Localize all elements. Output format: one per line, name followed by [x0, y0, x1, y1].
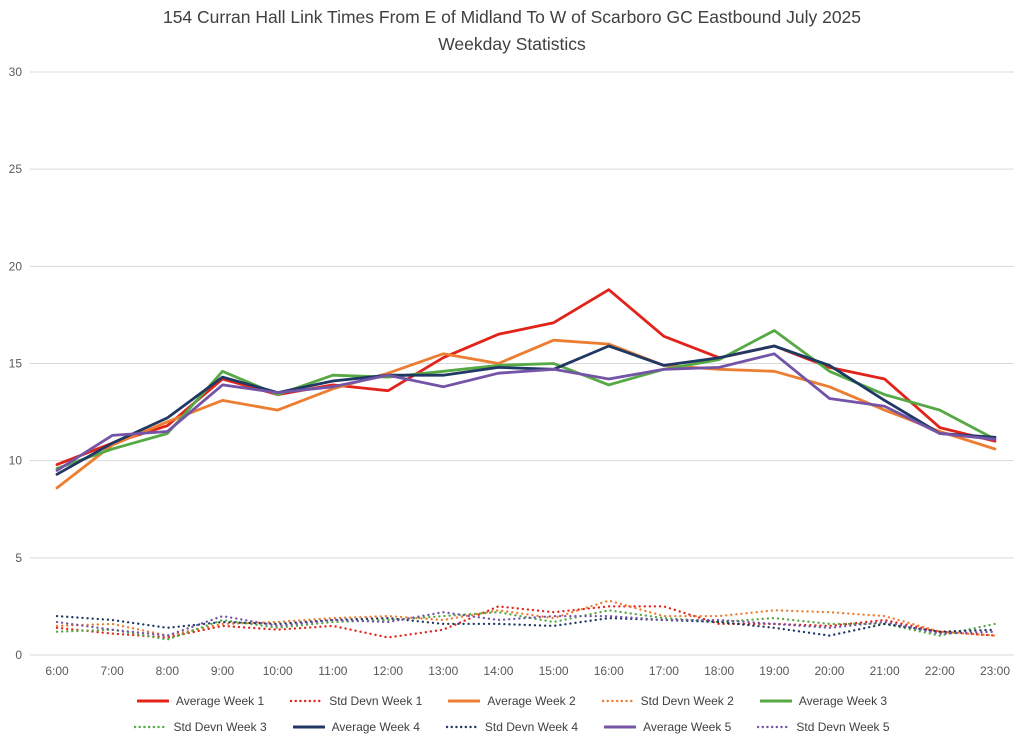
x-tick-label: 9:00 — [211, 664, 235, 678]
legend-item-average-week-3: Average Week 3 — [759, 694, 888, 708]
legend-item-std-devn-week-5: Std Devn Week 5 — [757, 720, 890, 734]
series-average-week-2 — [55, 338, 997, 490]
y-tick-label: 0 — [15, 648, 22, 662]
series-average-week-1 — [55, 288, 997, 467]
legend-item-std-devn-week-1: Std Devn Week 1 — [290, 694, 422, 708]
x-tick-label: 21:00 — [870, 664, 900, 678]
y-tick-label: 25 — [9, 162, 23, 176]
x-tick-label: 17:00 — [649, 664, 679, 678]
x-tick-label: 22:00 — [925, 664, 955, 678]
legend-item-average-week-1: Average Week 1 — [136, 694, 265, 708]
x-tick-label: 10:00 — [263, 664, 293, 678]
legend-label: Average Week 1 — [175, 694, 265, 708]
series-average-week-3 — [55, 329, 997, 470]
solid-line-swatch-icon — [604, 725, 637, 729]
legend-row-1: Average Week 1 Std Devn Week 1 Average Wee… — [0, 694, 1024, 708]
series-std-devn-week-3 — [55, 609, 997, 641]
dotted-line-swatch-icon — [757, 725, 790, 729]
legend-item-average-week-2: Average Week 2 — [448, 694, 576, 708]
legend-label: Average Week 3 — [798, 694, 888, 708]
x-tick-label: 19:00 — [759, 664, 789, 678]
chart-title-line2: Weekday Statistics — [438, 34, 586, 54]
y-tick-label: 30 — [9, 65, 23, 79]
legend-label: Average Week 2 — [487, 694, 576, 708]
x-tick-label: 16:00 — [594, 664, 624, 678]
legend-label: Std Devn Week 3 — [173, 720, 267, 734]
y-tick-label: 10 — [9, 454, 23, 468]
x-tick-label: 23:00 — [980, 664, 1010, 678]
dotted-line-swatch-icon — [445, 725, 478, 729]
legend-row-2: Std Devn Week 3 Average Week 4 Std Devn We… — [0, 720, 1024, 734]
solid-line-swatch-icon — [136, 699, 169, 703]
x-tick-label: 6:00 — [45, 664, 69, 678]
y-tick-label: 15 — [9, 357, 23, 371]
solid-line-swatch-icon — [759, 699, 792, 703]
x-tick-label: 20:00 — [814, 664, 844, 678]
chart-title: 154 Curran Hall Link Times From E of Mid… — [0, 4, 1024, 58]
series-average-week-4 — [55, 344, 997, 476]
solid-line-swatch-icon — [292, 725, 325, 729]
legend-label: Std Devn Week 1 — [329, 694, 423, 708]
legend-label: Average Week 4 — [331, 720, 420, 734]
x-tick-label: 18:00 — [704, 664, 734, 678]
dotted-line-swatch-icon — [290, 699, 323, 703]
series-std-devn-week-1 — [55, 605, 997, 639]
legend-item-average-week-5: Average Week 5 — [604, 720, 731, 734]
series-std-devn-week-2 — [55, 599, 997, 637]
legend-item-std-devn-week-3: Std Devn Week 3 — [134, 720, 267, 734]
x-tick-label: 12:00 — [373, 664, 403, 678]
dotted-line-swatch-icon — [134, 725, 167, 729]
dotted-line-swatch-icon — [601, 699, 634, 703]
x-tick-label: 14:00 — [483, 664, 513, 678]
legend-item-std-devn-week-2: Std Devn Week 2 — [601, 694, 734, 708]
x-tick-label: 11:00 — [318, 664, 347, 678]
x-tick-label: 15:00 — [539, 664, 569, 678]
legend-label: Std Devn Week 5 — [796, 720, 890, 734]
x-tick-label: 8:00 — [156, 664, 180, 678]
x-tick-label: 7:00 — [100, 664, 124, 678]
series-average-week-5 — [55, 352, 997, 472]
legend-label: Std Devn Week 2 — [640, 694, 734, 708]
legend-label: Std Devn Week 4 — [484, 720, 579, 734]
x-tick-label: 13:00 — [428, 664, 458, 678]
legend-label: Average Week 5 — [643, 720, 732, 734]
chart-title-line1: 154 Curran Hall Link Times From E of Mid… — [162, 7, 862, 27]
solid-line-swatch-icon — [448, 699, 481, 703]
y-tick-label: 5 — [15, 551, 22, 565]
legend-item-average-week-4: Average Week 4 — [292, 720, 420, 734]
y-tick-label: 20 — [9, 259, 23, 273]
series-std-devn-week-4 — [55, 614, 997, 637]
legend-item-std-devn-week-4: Std Devn Week 4 — [445, 720, 579, 734]
